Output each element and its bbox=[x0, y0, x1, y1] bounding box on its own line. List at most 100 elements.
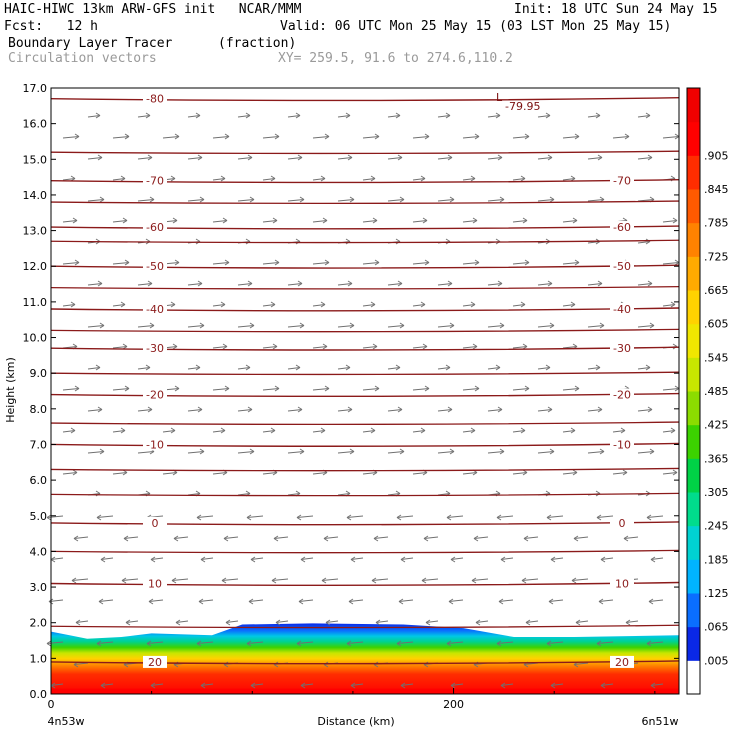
wind-vector-head bbox=[446, 514, 452, 521]
colorbar-swatch bbox=[687, 492, 700, 527]
wind-vector-head bbox=[547, 406, 553, 413]
wind-vector bbox=[573, 536, 589, 539]
wind-vector bbox=[496, 641, 514, 644]
wind-vector bbox=[237, 157, 253, 160]
wind-vector bbox=[262, 472, 278, 475]
wind-vector bbox=[487, 283, 503, 286]
min-marker: L bbox=[496, 91, 503, 104]
wind-vector bbox=[123, 536, 139, 539]
wind-vector-head bbox=[220, 427, 226, 434]
wind-vector-head bbox=[400, 682, 406, 689]
wind-vector bbox=[475, 620, 489, 623]
wind-vector bbox=[662, 136, 680, 139]
isotherm-label-bg bbox=[610, 388, 634, 401]
wind-vector-head bbox=[246, 514, 252, 521]
wind-vector bbox=[462, 430, 476, 433]
wind-vector bbox=[300, 683, 314, 686]
isotherm-label-bg bbox=[143, 577, 167, 590]
wind-vector-head bbox=[46, 514, 52, 521]
x-right-endpoint: 6n51w bbox=[642, 715, 679, 728]
wind-vector-head bbox=[600, 556, 606, 563]
min-value-label: -79.95 bbox=[505, 100, 540, 113]
wind-vector-head bbox=[198, 598, 204, 605]
wind-vector bbox=[337, 409, 353, 412]
wind-vector bbox=[112, 136, 130, 139]
y-tick-label: 0.0 bbox=[30, 688, 48, 701]
wind-vector bbox=[412, 388, 430, 391]
wind-vector-head bbox=[345, 112, 351, 119]
colorbar-swatch bbox=[687, 155, 700, 190]
wind-vector bbox=[62, 262, 80, 265]
wind-vector-head bbox=[246, 640, 252, 647]
isotherm-line-labeled bbox=[50, 581, 680, 586]
isotherm-label-bg bbox=[610, 655, 634, 668]
y-tick-label: 17.0 bbox=[23, 82, 48, 95]
colorbar-label: .125 bbox=[704, 587, 729, 600]
wind-vector bbox=[587, 115, 601, 118]
wind-vector bbox=[662, 430, 676, 433]
wind-vector bbox=[612, 472, 628, 475]
wind-vector bbox=[162, 136, 180, 139]
wind-vector-head bbox=[372, 343, 378, 350]
wind-vector bbox=[312, 304, 326, 307]
wind-vector bbox=[662, 304, 676, 307]
wind-vector-head bbox=[321, 577, 327, 584]
wind-vector bbox=[537, 157, 553, 160]
wind-vector bbox=[562, 178, 576, 181]
wind-vector bbox=[462, 178, 476, 181]
wind-vector bbox=[473, 536, 489, 539]
wind-vector bbox=[96, 515, 114, 518]
wind-vector bbox=[596, 641, 614, 644]
wind-vector-head bbox=[599, 448, 605, 455]
wind-vector-head bbox=[172, 217, 178, 224]
wind-vector-head bbox=[147, 406, 153, 413]
wind-vector bbox=[187, 283, 203, 286]
wind-vector-head bbox=[349, 322, 355, 329]
isotherm-label-right: -30 bbox=[613, 342, 631, 355]
wind-vector-head bbox=[170, 427, 176, 434]
wind-vector bbox=[112, 220, 128, 223]
wind-vector bbox=[287, 451, 305, 454]
wind-vector bbox=[262, 304, 276, 307]
wind-vector-head bbox=[424, 385, 430, 392]
wind-vector bbox=[500, 557, 514, 560]
wind-vector bbox=[125, 620, 139, 623]
wind-vector bbox=[537, 367, 551, 370]
wind-vector-head bbox=[447, 154, 453, 161]
wind-vector-head bbox=[100, 556, 106, 563]
wind-vector-head bbox=[595, 112, 601, 119]
wind-vector-head bbox=[598, 598, 604, 605]
wind-vector bbox=[312, 388, 330, 391]
isotherm-label-left: -70 bbox=[146, 175, 164, 188]
wind-vector-head bbox=[520, 301, 526, 308]
wind-vector-head bbox=[395, 112, 401, 119]
wind-vector bbox=[187, 199, 205, 202]
wind-vector-head bbox=[395, 364, 401, 371]
wind-vector bbox=[337, 115, 351, 118]
colorbar-label: .545 bbox=[704, 351, 729, 364]
wind-vector bbox=[662, 262, 680, 265]
wind-vector-head bbox=[70, 427, 76, 434]
wind-vector-head bbox=[274, 133, 280, 140]
wind-vector bbox=[212, 430, 226, 433]
wind-vector bbox=[362, 304, 376, 307]
wind-vector bbox=[612, 430, 626, 433]
wind-vector-head bbox=[145, 112, 151, 119]
wind-vector-head bbox=[674, 385, 680, 392]
wind-vector-head bbox=[72, 469, 78, 476]
colorbar-label: .845 bbox=[704, 183, 729, 196]
isotherm-line bbox=[50, 624, 680, 629]
wind-vector bbox=[321, 578, 339, 581]
colorbar-swatch bbox=[687, 357, 700, 392]
wind-vector bbox=[237, 283, 253, 286]
wind-vector bbox=[373, 536, 389, 539]
wind-vector-head bbox=[200, 556, 206, 563]
wind-vector-head bbox=[274, 385, 280, 392]
wind-vector bbox=[221, 578, 239, 581]
wind-vector-head bbox=[74, 133, 80, 140]
wind-vector-head bbox=[320, 301, 326, 308]
isotherm-line bbox=[50, 239, 680, 244]
wind-vector-head bbox=[245, 364, 251, 371]
wind-vector bbox=[637, 325, 655, 328]
wind-vector-head bbox=[73, 535, 79, 542]
